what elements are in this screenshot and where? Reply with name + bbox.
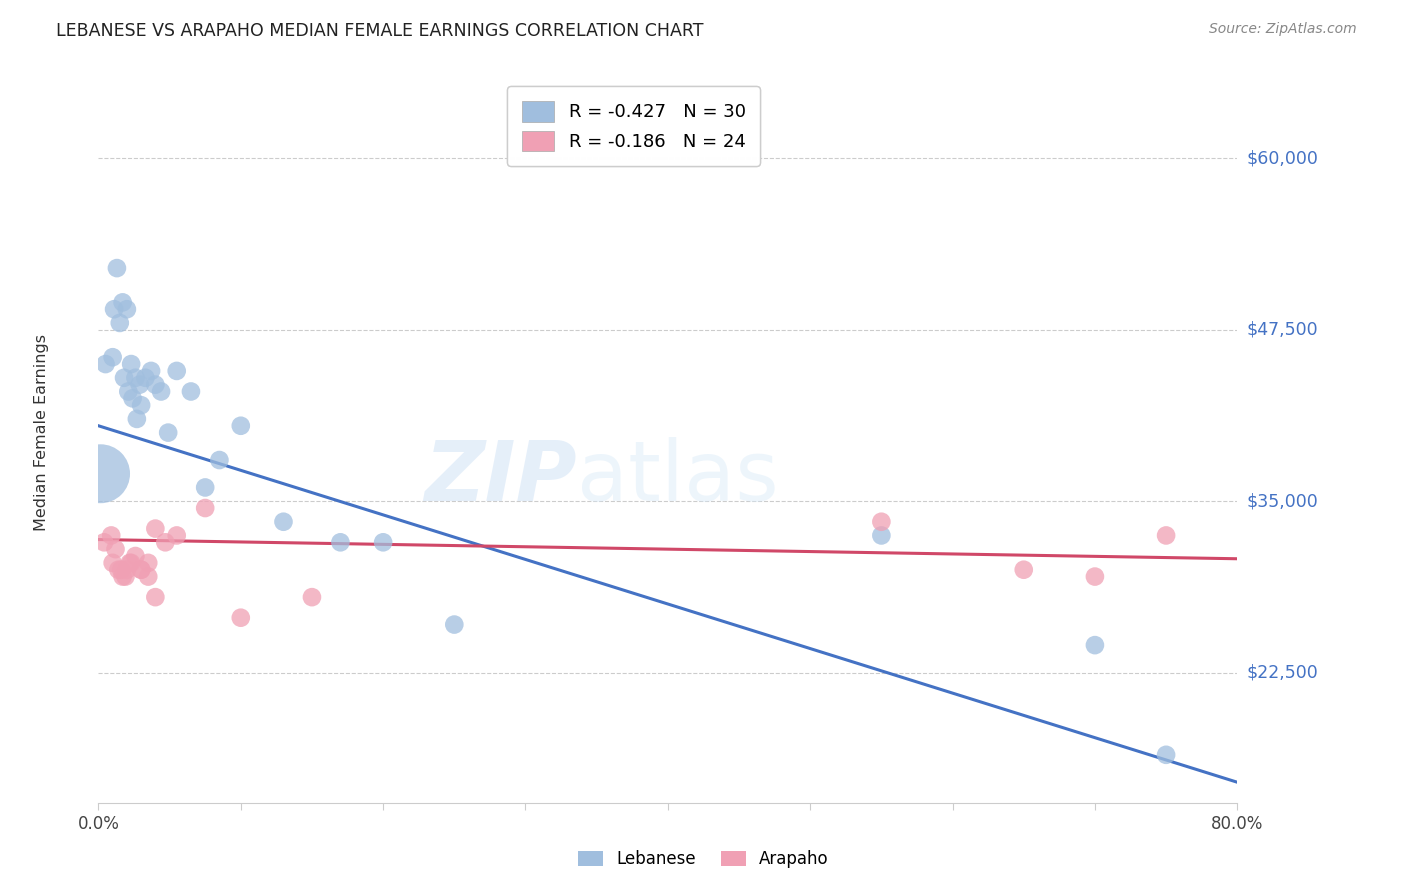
Point: [139, 364, 162, 378]
Point: [1154, 528, 1177, 542]
Text: $60,000: $60,000: [1246, 150, 1319, 168]
Text: $22,500: $22,500: [1246, 664, 1319, 681]
Point: [115, 302, 138, 317]
Point: [870, 528, 893, 542]
Point: [1084, 638, 1107, 652]
Point: [136, 556, 159, 570]
Point: [194, 480, 217, 494]
Point: [94, 357, 117, 371]
Point: [1154, 747, 1177, 762]
Point: [128, 377, 150, 392]
Point: [166, 528, 188, 542]
Point: [180, 384, 202, 399]
Text: Source: ZipAtlas.com: Source: ZipAtlas.com: [1209, 22, 1357, 37]
Point: [229, 610, 252, 624]
Point: [104, 542, 127, 557]
Point: [115, 563, 138, 577]
Point: [114, 569, 136, 583]
Point: [125, 412, 148, 426]
Text: LEBANESE VS ARAPAHO MEDIAN FEMALE EARNINGS CORRELATION CHART: LEBANESE VS ARAPAHO MEDIAN FEMALE EARNIN…: [56, 22, 704, 40]
Point: [145, 522, 167, 536]
Text: Median Female Earnings: Median Female Earnings: [34, 334, 49, 531]
Point: [145, 590, 167, 604]
Point: [129, 563, 152, 577]
Point: [118, 556, 141, 570]
Point: [150, 384, 173, 399]
Point: [145, 377, 167, 392]
Point: [120, 357, 142, 371]
Point: [93, 535, 115, 549]
Point: [1012, 563, 1035, 577]
Text: $47,500: $47,500: [1246, 321, 1317, 339]
Point: [101, 350, 124, 364]
Point: [103, 302, 125, 317]
Point: [111, 569, 134, 583]
Point: [107, 563, 129, 577]
Point: [121, 392, 143, 406]
Point: [110, 563, 132, 577]
Legend: Lebanese, Arapaho: Lebanese, Arapaho: [571, 844, 835, 875]
Point: [443, 617, 465, 632]
Point: [117, 384, 139, 399]
Text: atlas: atlas: [576, 436, 779, 517]
Point: [155, 535, 177, 549]
Point: [134, 371, 156, 385]
Point: [1084, 569, 1107, 583]
Text: $35,000: $35,000: [1246, 492, 1319, 510]
Point: [870, 515, 893, 529]
Point: [111, 295, 134, 310]
Point: [112, 371, 135, 385]
Point: [90, 467, 112, 481]
Legend: R = -0.427   N = 30, R = -0.186   N = 24: R = -0.427 N = 30, R = -0.186 N = 24: [508, 87, 761, 166]
Point: [105, 261, 128, 276]
Point: [129, 563, 152, 577]
Point: [229, 418, 252, 433]
Point: [273, 515, 295, 529]
Point: [157, 425, 180, 440]
Point: [124, 371, 146, 385]
Point: [108, 316, 131, 330]
Point: [166, 364, 188, 378]
Point: [120, 556, 142, 570]
Point: [301, 590, 323, 604]
Point: [124, 549, 146, 563]
Point: [194, 501, 217, 516]
Point: [136, 569, 159, 583]
Point: [329, 535, 352, 549]
Point: [101, 556, 124, 570]
Point: [129, 398, 152, 412]
Text: ZIP: ZIP: [425, 436, 576, 517]
Point: [371, 535, 394, 549]
Point: [208, 453, 231, 467]
Point: [100, 528, 122, 542]
